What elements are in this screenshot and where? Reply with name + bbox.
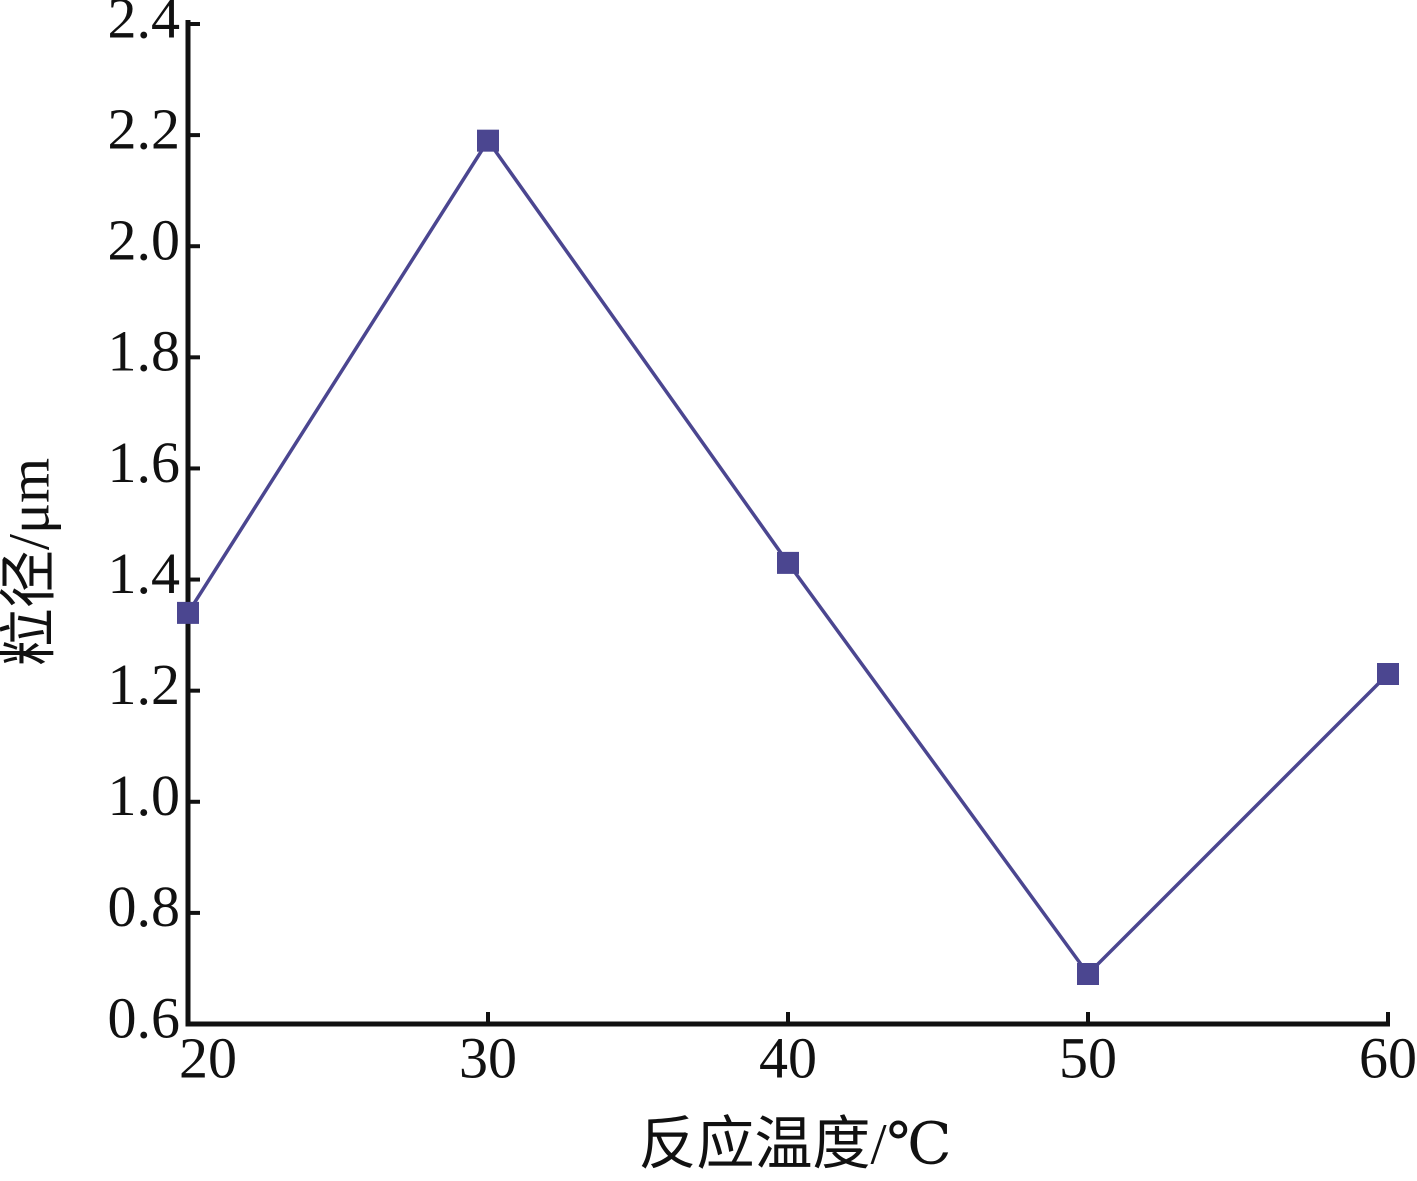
x-tick-label: 50 [1059, 1025, 1117, 1090]
marker [1377, 663, 1399, 685]
marker [177, 601, 199, 624]
y-axis-label: 粒径/μm [0, 458, 61, 666]
y-tick-label: 0.8 [108, 874, 181, 939]
marker [777, 551, 799, 574]
y-tick-label: 1.0 [108, 763, 181, 828]
y-tick-label: 1.6 [108, 430, 181, 495]
y-tick-label: 1.2 [108, 652, 181, 717]
x-tick-label: 60 [1359, 1025, 1417, 1090]
y-tick-label: 1.8 [108, 319, 181, 384]
x-axis-label: 反应温度/℃ [639, 1111, 952, 1176]
y-tick-label: 2.0 [108, 208, 181, 273]
axes [185, 20, 1390, 1027]
y-tick-label: 2.4 [108, 0, 181, 50]
marker [477, 129, 499, 152]
y-tick-label: 1.4 [108, 541, 181, 606]
x-tick-label: 40 [759, 1025, 817, 1090]
y-tick-label: 2.2 [108, 96, 181, 161]
x-tick-label: 30 [459, 1025, 517, 1090]
x-tick-label: 20 [179, 1025, 237, 1090]
y-tick-label: 0.6 [108, 985, 181, 1050]
marker [1077, 963, 1099, 985]
